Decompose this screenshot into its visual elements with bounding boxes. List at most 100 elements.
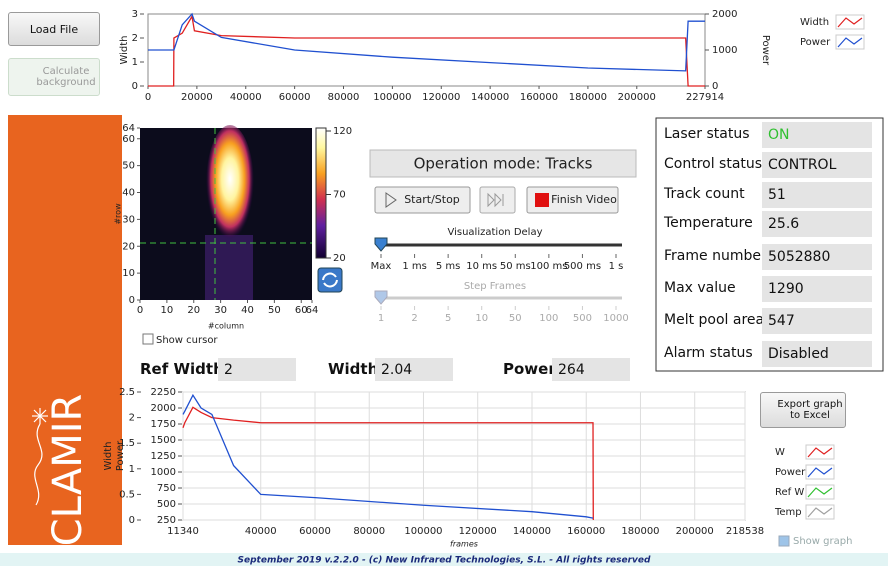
y2-tick-label: 1000 — [712, 45, 737, 56]
legend-box — [836, 15, 864, 29]
status-value: 547 — [762, 308, 872, 334]
heatmap-y-tick-label: 40 — [122, 188, 135, 199]
x-tick-label: 140000 — [513, 526, 551, 537]
y-tick-label: 2.5 — [119, 387, 135, 398]
y-tick-label: 0.5 — [119, 489, 135, 500]
heatmap-y-tick-label: 20 — [122, 241, 135, 252]
y-axis-label: Width — [119, 35, 130, 64]
start-stop-label: Start/Stop — [404, 193, 460, 206]
x-tick-label: 40000 — [230, 92, 262, 103]
show-cursor-label: Show cursor — [156, 335, 218, 346]
slider-tick-label: 2 — [411, 313, 417, 324]
heatmap-x-tick-label: 64 — [306, 305, 319, 316]
status-label: Control status — [664, 156, 762, 172]
colorbar-tick-label: 20 — [333, 253, 346, 264]
colorbar-tick-label: 120 — [333, 126, 352, 137]
legend-swatch — [808, 488, 832, 497]
finish-video-label: Finish Video — [551, 193, 617, 206]
calc-background-button[interactable]: Calculate background — [8, 58, 100, 96]
legend-label: Temp — [774, 507, 802, 518]
status-label: Track count — [664, 186, 745, 202]
visualization-delay-label: Visualization Delay — [447, 227, 542, 238]
slider-tick-label: 50 ms — [500, 261, 531, 272]
y2-axis-label: Power — [760, 35, 771, 66]
heatmap-x-tick-label: 30 — [214, 305, 227, 316]
legend-label: Power — [800, 37, 831, 48]
x-tick-label: 218538 — [726, 526, 764, 537]
y2-tick-label: 250 — [157, 515, 176, 526]
slider-tick-label: 1 s — [609, 261, 624, 272]
x-tick-label: 40000 — [245, 526, 277, 537]
y2-tick-label: 1750 — [151, 419, 176, 430]
x-tick-label: 11340 — [167, 526, 199, 537]
x-tick-label: 60000 — [299, 526, 331, 537]
x-tick-label: 20000 — [181, 92, 213, 103]
legend-box — [806, 485, 834, 499]
status-label: Alarm status — [664, 345, 753, 361]
app-window: CLAMIR Show cursor #row #column Operatio… — [0, 0, 888, 566]
slider-tick-label: 1 ms — [402, 261, 427, 272]
status-label: Max value — [664, 280, 736, 296]
step-button[interactable] — [480, 187, 515, 213]
export-button[interactable]: Export graph to Excel — [760, 392, 846, 428]
legend-box — [836, 35, 864, 49]
x-tick-label: 80000 — [328, 92, 360, 103]
field-label: Width — [328, 360, 378, 378]
x-tick-label: 227914 — [686, 92, 724, 103]
heatmap-x-tick-label: 10 — [161, 305, 174, 316]
legend-box — [806, 465, 834, 479]
load-file-button[interactable]: Load File — [8, 12, 100, 46]
x-tick-label: 180000 — [621, 526, 659, 537]
y2-tick-label: 500 — [157, 499, 176, 510]
heatmap-x-tick-label: 50 — [268, 305, 281, 316]
field-label: Ref Width — [140, 360, 224, 378]
heatmap-x-tick-label: 40 — [241, 305, 254, 316]
status-value: 5052880 — [762, 244, 872, 270]
field-value: 264 — [552, 358, 630, 381]
y-tick-label: 3 — [132, 9, 138, 20]
legend-swatch — [808, 508, 832, 517]
legend-swatch — [808, 468, 832, 477]
show-graph-checkbox[interactable] — [779, 536, 789, 546]
heatmap-y-tick-label: 50 — [122, 161, 135, 172]
y2-tick-label: 750 — [157, 483, 176, 494]
status-value: 1290 — [762, 276, 872, 302]
field-label: Power — [503, 360, 556, 378]
x-tick-label: 120000 — [459, 526, 497, 537]
show-cursor-checkbox[interactable] — [143, 334, 153, 344]
slider-tick-label: 500 — [573, 313, 592, 324]
delay-thumb[interactable] — [375, 238, 387, 251]
x-tick-label: 100000 — [373, 92, 411, 103]
x-tick-label: 200000 — [618, 92, 656, 103]
show-graph-label: Show graph — [793, 536, 852, 547]
status-label: Laser status — [664, 126, 750, 142]
y-tick-label: 0 — [129, 515, 135, 526]
slider-tick-label: 50 — [509, 313, 522, 324]
legend-box — [806, 445, 834, 459]
heatmap-x-tick-label: 20 — [187, 305, 200, 316]
slider-tick-label: 500 ms — [564, 261, 601, 272]
heatmap-y-tick-label: 10 — [122, 268, 135, 279]
heatmap-y-tick-label: 30 — [122, 214, 135, 225]
y2-tick-label: 0 — [712, 81, 718, 92]
status-value: CONTROL — [762, 152, 872, 178]
heatmap-ylabel: #row — [114, 203, 123, 225]
legend-label: Ref W — [775, 487, 804, 498]
legend-box — [806, 505, 834, 519]
status-value: ON — [762, 122, 872, 148]
legend-label: Power — [775, 467, 806, 478]
y2-tick-label: 1000 — [151, 467, 176, 478]
step-thumb[interactable] — [375, 291, 387, 304]
slider-tick-label: 100 ms — [530, 261, 567, 272]
heatmap-x-tick-label: 0 — [137, 305, 143, 316]
x-tick-label: 0 — [145, 92, 151, 103]
y-tick-label: 0 — [132, 81, 138, 92]
slider-tick-label: 10 — [475, 313, 488, 324]
x-tick-label: 200000 — [676, 526, 714, 537]
heatmap-y-tick-label: 64 — [122, 123, 135, 134]
y-tick-label: 2 — [129, 413, 135, 424]
export-label: Export graph to Excel — [775, 399, 845, 421]
x-tick-label: 160000 — [567, 526, 605, 537]
slider-tick-label: 10 ms — [466, 261, 497, 272]
refresh-button[interactable] — [318, 268, 342, 292]
